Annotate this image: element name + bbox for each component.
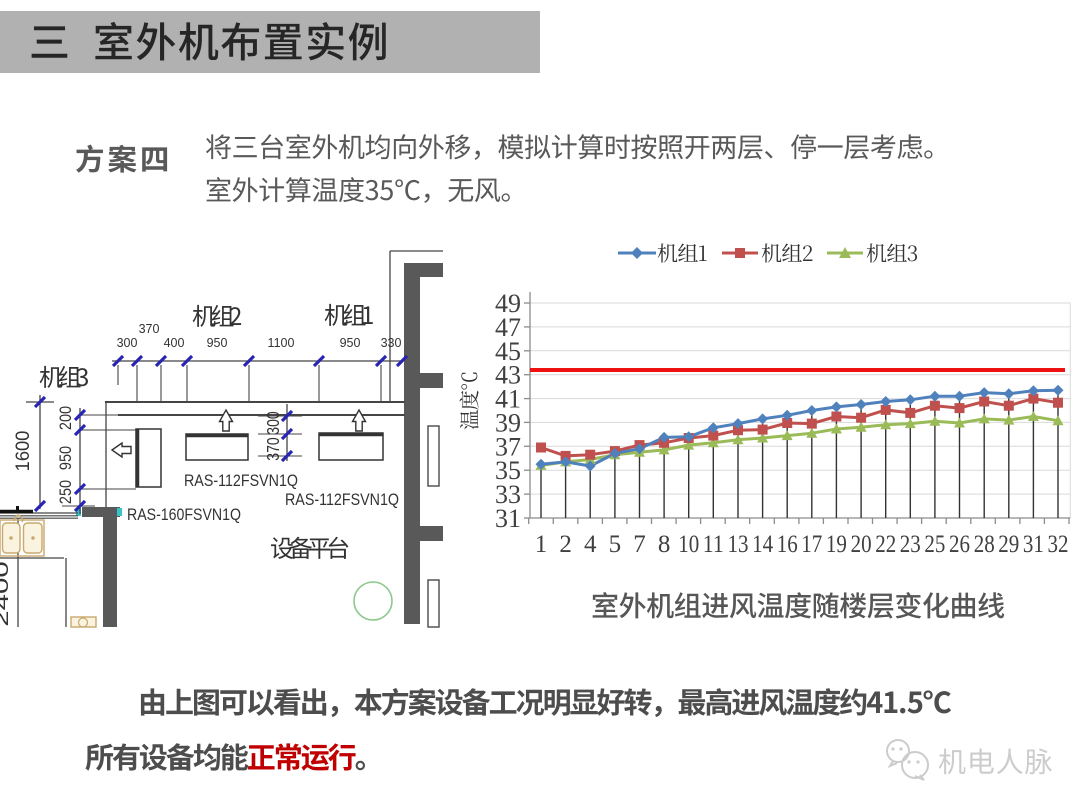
- svg-text:32: 32: [1048, 531, 1069, 558]
- svg-text:23: 23: [900, 531, 921, 558]
- svg-text:16: 16: [777, 531, 798, 558]
- svg-text:49: 49: [495, 289, 521, 318]
- svg-text:370: 370: [139, 322, 160, 336]
- svg-text:1: 1: [535, 531, 548, 558]
- svg-text:5: 5: [609, 531, 622, 558]
- svg-text:37: 37: [495, 432, 521, 461]
- svg-text:25: 25: [924, 531, 945, 558]
- svg-text:26: 26: [949, 531, 970, 558]
- svg-text:1600: 1600: [13, 431, 35, 472]
- svg-text:43: 43: [495, 361, 521, 390]
- svg-text:1100: 1100: [268, 336, 295, 350]
- svg-text:950: 950: [340, 336, 361, 350]
- svg-text:39: 39: [495, 408, 521, 437]
- svg-text:35: 35: [495, 456, 521, 485]
- svg-text:950: 950: [207, 336, 228, 350]
- svg-text:330: 330: [381, 336, 402, 350]
- svg-text:29: 29: [998, 531, 1019, 558]
- svg-text:200: 200: [57, 406, 75, 431]
- svg-text:31: 31: [1023, 531, 1044, 558]
- svg-text:250: 250: [57, 480, 75, 505]
- svg-text:19: 19: [826, 531, 847, 558]
- svg-text:47: 47: [495, 313, 521, 342]
- svg-text:950: 950: [57, 446, 75, 471]
- svg-text:300: 300: [117, 336, 138, 350]
- svg-text:4: 4: [584, 531, 597, 558]
- svg-text:31: 31: [495, 504, 521, 533]
- svg-text:41: 41: [495, 385, 521, 414]
- svg-text:13: 13: [728, 531, 749, 558]
- svg-text:RAS-160FSVN1Q: RAS-160FSVN1Q: [127, 506, 241, 524]
- svg-text:8: 8: [658, 531, 671, 558]
- svg-text:11: 11: [703, 531, 724, 558]
- svg-text:45: 45: [495, 337, 521, 366]
- svg-text:400: 400: [164, 336, 185, 350]
- svg-text:33: 33: [495, 480, 521, 509]
- svg-text:10: 10: [678, 531, 699, 558]
- svg-text:14: 14: [752, 531, 773, 558]
- svg-text:300: 300: [263, 411, 283, 434]
- svg-text:2400: 2400: [0, 561, 13, 626]
- svg-text:7: 7: [633, 531, 646, 558]
- svg-text:17: 17: [801, 531, 822, 558]
- svg-text:2: 2: [559, 531, 572, 558]
- svg-text:22: 22: [875, 531, 896, 558]
- svg-text:370: 370: [263, 437, 283, 460]
- svg-text:20: 20: [851, 531, 872, 558]
- svg-text:RAS-112FSVN1Q: RAS-112FSVN1Q: [285, 491, 399, 509]
- svg-text:RAS-112FSVN1Q: RAS-112FSVN1Q: [184, 472, 298, 490]
- svg-text:28: 28: [974, 531, 995, 558]
